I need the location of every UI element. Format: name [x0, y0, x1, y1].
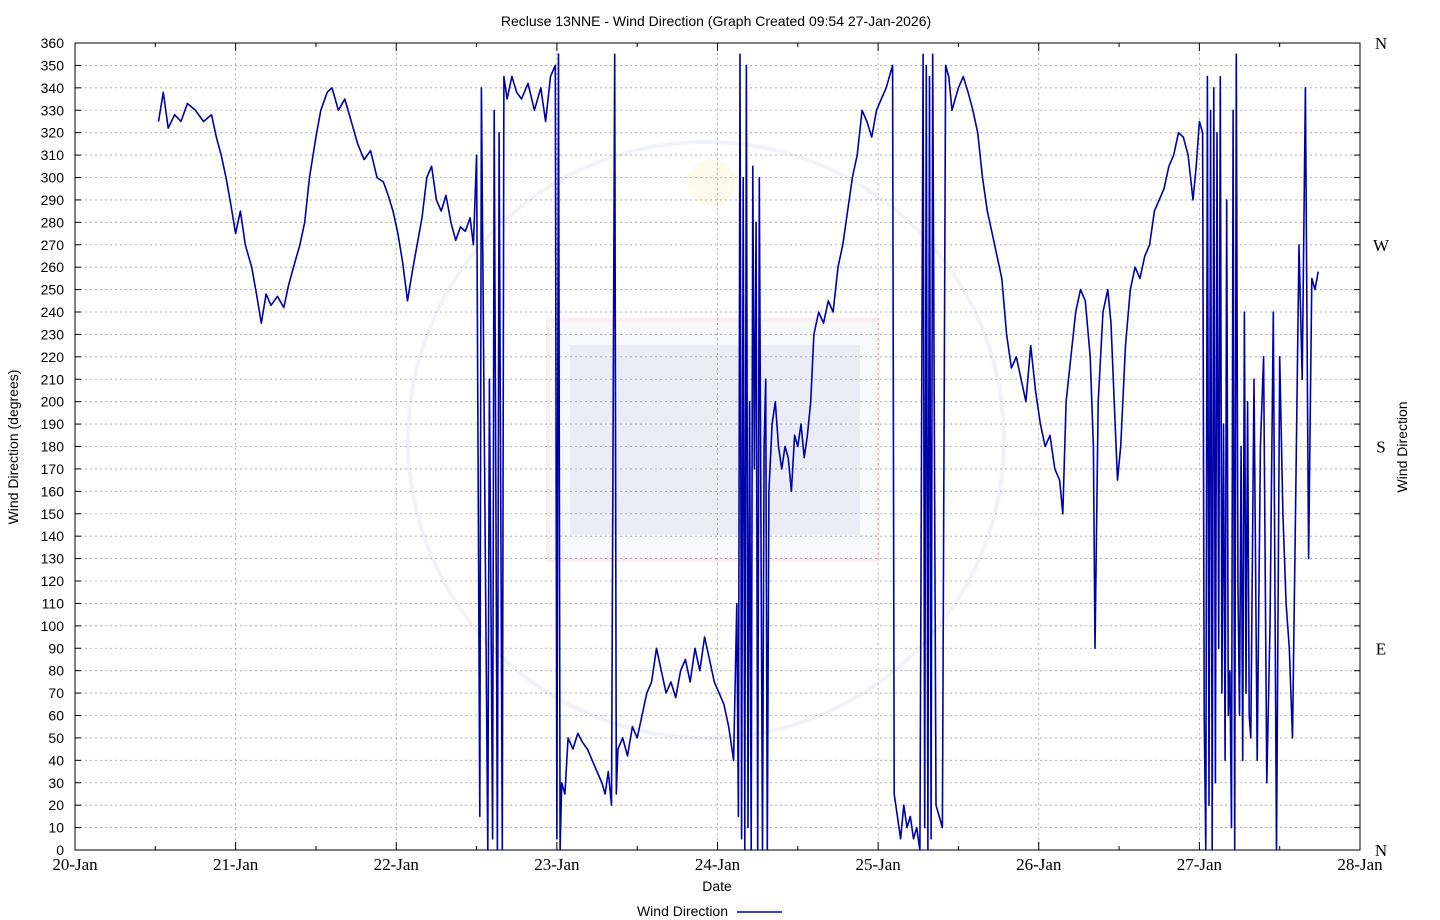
x-tick-label: 23-Jan [534, 855, 580, 874]
y-tick-label: 250 [41, 282, 65, 298]
x-tick-label: 26-Jan [1016, 855, 1062, 874]
watermark-logo [406, 140, 1006, 740]
y-tick-label: 140 [41, 528, 65, 544]
y-tick-label: 210 [41, 371, 65, 387]
y-tick-label: 80 [48, 663, 64, 679]
y-tick-label: 180 [41, 439, 65, 455]
y2-axis-label: Wind Direction [1394, 401, 1410, 492]
y-axis-ticks: 0 10 20 30 40 50 60 70 80 90 100 110 120 130 140 150 160… [41, 35, 1360, 858]
y-tick-label: 40 [48, 752, 64, 768]
y-tick-label: 90 [48, 640, 64, 656]
y-tick-label: 190 [41, 416, 65, 432]
y-tick-label: 0 [56, 842, 64, 858]
grid-lines [75, 43, 1360, 850]
compass-label: N [1375, 34, 1387, 53]
x-axis-label: Date [702, 878, 732, 894]
y-tick-label: 170 [41, 461, 65, 477]
y-tick-label: 320 [41, 125, 65, 141]
compass-label: S [1376, 438, 1385, 457]
x-tick-label: 27-Jan [1177, 855, 1223, 874]
y-tick-label: 260 [41, 259, 65, 275]
legend: Wind Direction [637, 903, 782, 919]
y-tick-label: 120 [41, 573, 65, 589]
y-tick-label: 20 [48, 797, 64, 813]
y-tick-label: 360 [41, 35, 65, 51]
chart-title: Recluse 13NNE - Wind Direction (Graph Cr… [501, 13, 931, 29]
y-tick-label: 350 [41, 57, 65, 73]
y-tick-label: 300 [41, 170, 65, 186]
x-tick-label: 25-Jan [855, 855, 901, 874]
compass-label: W [1373, 236, 1390, 255]
y-tick-label: 160 [41, 483, 65, 499]
y-tick-label: 60 [48, 708, 64, 724]
x-tick-label: 21-Jan [213, 855, 259, 874]
x-tick-label: 20-Jan [52, 855, 98, 874]
y-tick-label: 10 [48, 820, 64, 836]
y-tick-label: 70 [48, 685, 64, 701]
y-axis-label: Wind Direction (degrees) [5, 370, 21, 525]
compass-axis-ticks: N W S E N [1373, 34, 1390, 860]
x-tick-label: 22-Jan [374, 855, 420, 874]
y-tick-label: 220 [41, 349, 65, 365]
x-tick-label: 28-Jan [1337, 855, 1383, 874]
series-line-wind-direction [157, 53, 1319, 851]
y-tick-label: 310 [41, 147, 65, 163]
y-tick-label: 330 [41, 102, 65, 118]
y-tick-label: 240 [41, 304, 65, 320]
y-tick-label: 280 [41, 214, 65, 230]
y-tick-label: 150 [41, 506, 65, 522]
y-tick-label: 290 [41, 192, 65, 208]
y-tick-label: 100 [41, 618, 65, 634]
x-axis-ticks: 20-Jan 21-Jan 22-Jan 23-Jan 24-Jan 25-Jan 26-J… [52, 43, 1383, 874]
compass-label: N [1375, 841, 1387, 860]
y-tick-label: 200 [41, 394, 65, 410]
y-tick-label: 340 [41, 80, 65, 96]
y-tick-label: 130 [41, 551, 65, 567]
y-tick-label: 110 [42, 595, 65, 611]
y-tick-label: 270 [41, 237, 65, 253]
compass-label: E [1376, 639, 1386, 658]
x-tick-label: 24-Jan [695, 855, 741, 874]
y-tick-label: 30 [48, 775, 64, 791]
y-tick-label: 50 [48, 730, 64, 746]
y-tick-label: 230 [41, 326, 65, 342]
legend-label: Wind Direction [637, 903, 728, 919]
